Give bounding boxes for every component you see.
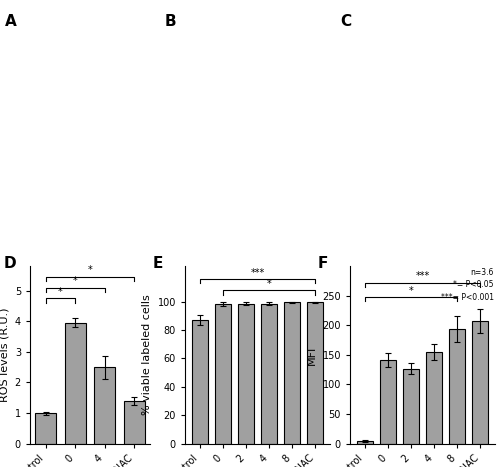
Text: *: * — [73, 276, 78, 286]
Text: *: * — [88, 265, 92, 276]
Text: *: * — [408, 285, 414, 296]
Bar — [284, 303, 300, 444]
Bar — [472, 321, 488, 444]
Text: ***: *** — [416, 271, 430, 281]
Bar — [261, 304, 277, 444]
Bar — [449, 330, 466, 444]
Bar — [65, 323, 86, 444]
Text: C: C — [340, 14, 351, 29]
Text: E: E — [153, 255, 164, 270]
Bar — [124, 401, 144, 444]
Text: *: * — [266, 279, 272, 289]
Text: A: A — [5, 14, 17, 29]
Bar — [214, 304, 231, 444]
Bar — [192, 320, 208, 444]
Y-axis label: MFI: MFI — [307, 345, 317, 365]
Bar — [36, 413, 56, 444]
Y-axis label: ROS levels (R.U.): ROS levels (R.U.) — [0, 308, 9, 402]
Bar — [426, 352, 442, 444]
Bar — [307, 303, 324, 444]
Text: F: F — [318, 255, 328, 270]
Text: ***: *** — [250, 268, 264, 277]
Text: B: B — [165, 14, 176, 29]
Text: n=3.6
*= P<0.05
***= P<0.001: n=3.6 *= P<0.05 ***= P<0.001 — [440, 268, 494, 302]
Bar — [238, 304, 254, 444]
Text: *: * — [58, 287, 63, 297]
Bar — [356, 441, 373, 444]
Y-axis label: % viable labeled cells: % viable labeled cells — [142, 295, 152, 415]
Bar — [403, 368, 419, 444]
Bar — [94, 367, 115, 444]
Text: D: D — [4, 255, 16, 270]
Bar — [380, 360, 396, 444]
